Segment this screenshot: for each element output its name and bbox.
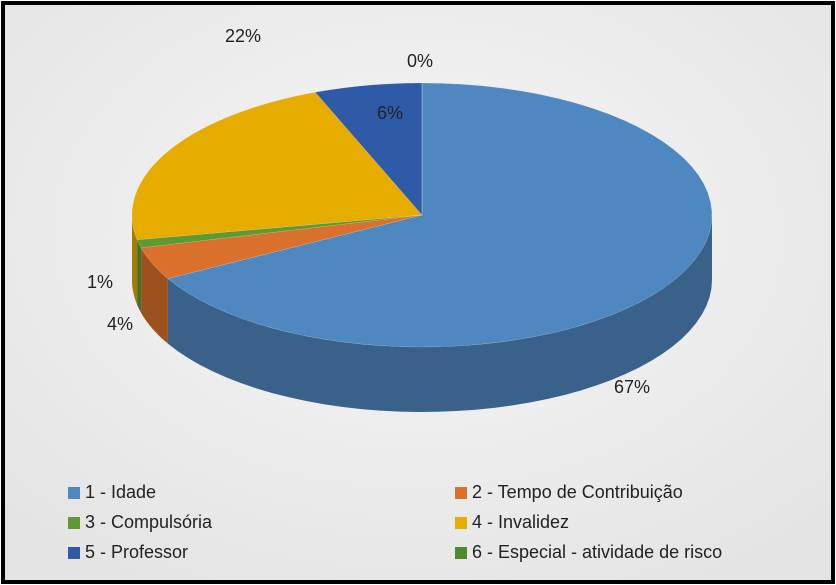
data-label: 22% (225, 26, 261, 46)
data-labels: 67% 4% 1% 22% 6% 0% (87, 26, 650, 397)
legend-label: 1 - Idade (85, 482, 156, 502)
legend-swatch (68, 487, 80, 499)
legend-swatch (455, 487, 467, 499)
legend-swatch (455, 547, 467, 559)
pie-slice (167, 82, 713, 348)
pie-sides (132, 215, 712, 412)
legend-label: 5 - Professor (85, 542, 188, 562)
pie-tops (131, 82, 713, 348)
legend-swatch (455, 517, 467, 529)
legend-label: 6 - Especial - atividade de risco (472, 542, 722, 562)
legend-swatch (68, 517, 80, 529)
legend-label: 4 - Invalidez (472, 512, 569, 532)
pie-side (167, 215, 712, 412)
legend-label: 3 - Compulsória (85, 512, 213, 532)
pie-slice (136, 214, 423, 249)
data-label: 67% (614, 377, 650, 397)
pie-slice (131, 91, 423, 240)
legend: 1 - Idade 2 - Tempo de Contribuição 3 - Co… (68, 482, 722, 562)
legend-label: 2 - Tempo de Contribuição (472, 482, 683, 502)
pie-side (141, 247, 168, 344)
legend-swatch (68, 547, 80, 559)
pie-slice (140, 214, 423, 279)
pie-slice (314, 82, 423, 216)
data-label: 0% (407, 51, 433, 71)
data-label: 4% (107, 314, 133, 334)
data-label: 1% (87, 272, 113, 292)
pie-side (137, 239, 142, 313)
pie-side (132, 215, 138, 305)
data-label: 6% (377, 103, 403, 123)
